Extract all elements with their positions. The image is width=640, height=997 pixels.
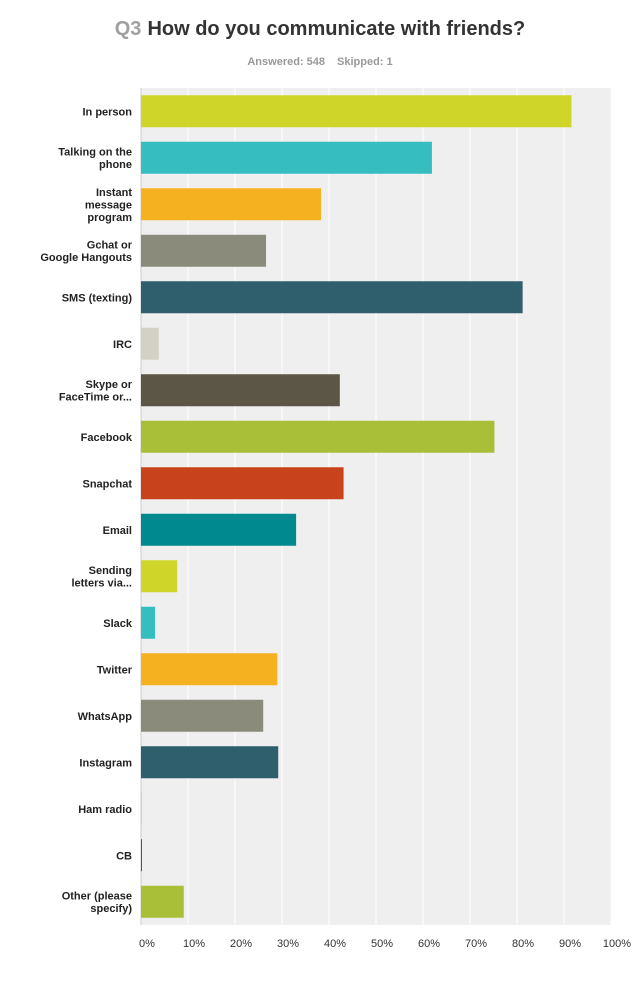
- category-label: Snapchat: [82, 478, 132, 490]
- category-label: Email: [103, 525, 132, 537]
- category-label: SMS (texting): [62, 292, 133, 304]
- bar: [141, 653, 278, 686]
- category-label: Instagram: [79, 757, 132, 769]
- question-text: How do you communicate with friends?: [147, 18, 526, 40]
- bar: [141, 327, 159, 360]
- x-tick-label: 50%: [371, 938, 393, 950]
- bar: [141, 188, 322, 221]
- bar: [141, 513, 297, 546]
- category-label: Other (please specify): [62, 891, 133, 916]
- bar: [141, 374, 340, 407]
- x-tick-label: 70%: [465, 938, 487, 950]
- bar: [141, 420, 495, 453]
- x-tick-label: 60%: [418, 938, 440, 950]
- bar: [141, 281, 523, 314]
- category-label: In person: [82, 106, 132, 118]
- bar: [141, 792, 142, 825]
- answered-count: Answered: 548: [247, 56, 326, 68]
- bar: [141, 560, 178, 593]
- x-tick-label: 30%: [277, 938, 299, 950]
- bar: [141, 467, 344, 500]
- category-label: Facebook: [81, 432, 133, 444]
- bar: [141, 746, 279, 779]
- category-label: Gchat or Google Hangouts: [40, 240, 132, 265]
- bar: [141, 234, 267, 267]
- bar: [141, 141, 432, 174]
- bar: [141, 95, 572, 128]
- x-tick-label: 0%: [139, 938, 155, 950]
- x-tick-label: 90%: [559, 938, 581, 950]
- x-tick-label: 40%: [324, 938, 346, 950]
- category-label: Talking on the phone: [58, 147, 132, 172]
- x-tick-label: 100%: [603, 938, 631, 950]
- category-label: Instant message program: [85, 187, 132, 224]
- bar: [141, 699, 264, 732]
- x-tick-label: 10%: [183, 938, 205, 950]
- question-number: Q3: [114, 18, 142, 40]
- x-tick-label: 80%: [512, 938, 534, 950]
- question-title: Q3 How do you communicate with friends?: [0, 18, 640, 41]
- bar: [141, 606, 156, 639]
- category-label: CB: [116, 850, 132, 862]
- category-label: Slack: [103, 618, 133, 630]
- category-label: Skype or FaceTime or...: [59, 379, 133, 404]
- skipped-count: Skipped: 1: [337, 56, 393, 68]
- bar: [141, 839, 142, 872]
- x-tick-label: 20%: [230, 938, 252, 950]
- category-label: Twitter: [97, 664, 133, 676]
- category-label: Ham radio: [78, 804, 132, 816]
- category-label: WhatsApp: [78, 711, 133, 723]
- bar: [141, 885, 184, 918]
- category-label: IRC: [113, 339, 132, 351]
- response-stats: Answered: 548 Skipped: 1: [0, 56, 640, 68]
- category-label: Sending letters via...: [71, 565, 132, 590]
